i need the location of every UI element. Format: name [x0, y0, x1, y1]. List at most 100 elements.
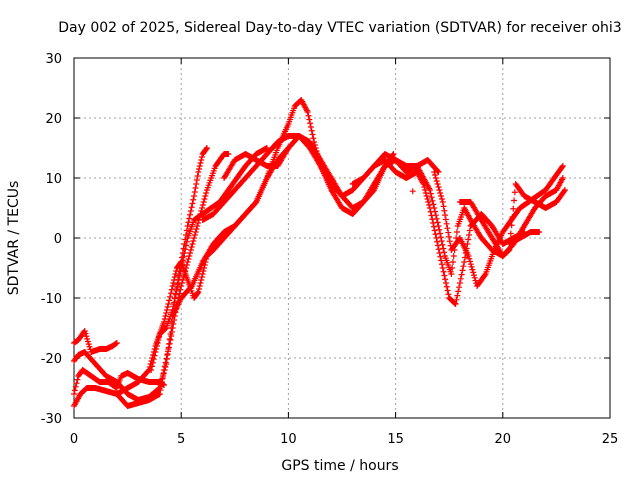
- data-point: [83, 333, 90, 340]
- data-point: [434, 168, 441, 175]
- data-point: [163, 310, 170, 316]
- data-point: [465, 236, 472, 243]
- x-tick-label: 0: [70, 432, 78, 447]
- data-point: [466, 255, 473, 262]
- data-point: [198, 274, 205, 280]
- data-point: [161, 319, 168, 325]
- data-point: [507, 230, 514, 237]
- y-tick-label: 10: [45, 172, 62, 187]
- data-point: [195, 169, 202, 175]
- data-point: [434, 181, 441, 187]
- data-point: [511, 197, 518, 204]
- data-point: [167, 337, 174, 343]
- data-point: [194, 223, 201, 229]
- data-point: [466, 227, 473, 234]
- data-point: [444, 287, 451, 294]
- data-point: [458, 271, 465, 278]
- data-point: [430, 223, 437, 230]
- data-point: [437, 190, 444, 196]
- data-point: [171, 274, 178, 280]
- x-tick-label: 10: [280, 432, 297, 447]
- data-point: [194, 173, 201, 179]
- data-points: [71, 97, 568, 409]
- data-point: [159, 375, 166, 381]
- series-arc-2: [71, 328, 120, 355]
- data-point: [191, 232, 198, 238]
- data-point: [309, 131, 316, 138]
- data-point: [202, 193, 209, 199]
- data-point: [168, 286, 175, 293]
- data-point: [187, 247, 194, 253]
- x-tick-label: 5: [177, 432, 185, 447]
- data-point: [456, 280, 463, 286]
- data-point: [170, 321, 177, 327]
- data-point: [432, 172, 439, 178]
- series-arc-11: [431, 163, 566, 289]
- data-point: [145, 367, 152, 374]
- data-point: [192, 229, 199, 235]
- data-point: [161, 367, 168, 373]
- data-point: [165, 344, 172, 351]
- data-point: [449, 265, 456, 271]
- data-point: [442, 216, 449, 223]
- data-point: [470, 272, 477, 279]
- data-point: [174, 284, 181, 291]
- data-point: [444, 225, 451, 232]
- chart-title: Day 002 of 2025, Sidereal Day-to-day VTE…: [58, 20, 621, 36]
- data-point: [443, 283, 450, 290]
- data-point: [81, 328, 88, 334]
- data-point: [156, 334, 163, 340]
- data-point: [171, 295, 178, 302]
- data-point: [443, 220, 450, 227]
- data-point: [452, 301, 459, 307]
- data-point: [158, 383, 165, 389]
- data-point: [481, 272, 488, 279]
- data-point: [162, 359, 169, 366]
- data-point: [467, 261, 474, 268]
- data-point: [445, 291, 452, 298]
- axis-ticks: [73, 57, 611, 419]
- data-point: [440, 268, 447, 275]
- data-point: [149, 359, 156, 366]
- data-point: [197, 160, 204, 166]
- data-point: [469, 266, 476, 273]
- data-point: [307, 124, 314, 130]
- data-point: [191, 235, 198, 241]
- data-point: [432, 175, 439, 181]
- data-point: [182, 246, 189, 253]
- data-point: [438, 196, 445, 202]
- data-point: [196, 286, 203, 292]
- data-point: [462, 254, 469, 261]
- data-point: [467, 258, 474, 265]
- data-point: [448, 271, 455, 277]
- data-point: [409, 188, 416, 195]
- data-point: [193, 226, 200, 232]
- y-tick-label: 30: [45, 52, 62, 67]
- data-point: [455, 288, 462, 295]
- data-point: [170, 280, 177, 286]
- data-point: [71, 391, 77, 397]
- data-point: [306, 116, 313, 123]
- data-point: [192, 185, 199, 191]
- data-point: [184, 259, 191, 265]
- data-point: [193, 177, 200, 183]
- data-point: [183, 262, 190, 268]
- data-point: [456, 284, 463, 291]
- data-point: [438, 261, 445, 268]
- data-point: [165, 348, 172, 355]
- data-point: [196, 166, 203, 172]
- data-point: [190, 196, 197, 203]
- grid-lines: [74, 58, 610, 418]
- data-point: [154, 340, 161, 346]
- data-point: [424, 196, 431, 202]
- data-point: [203, 146, 210, 152]
- data-point: [435, 223, 442, 229]
- data-point: [199, 202, 206, 208]
- data-point: [510, 205, 517, 212]
- data-point: [186, 253, 193, 259]
- data-point: [171, 277, 178, 283]
- data-point: [195, 289, 202, 295]
- data-point: [441, 249, 448, 256]
- data-point: [191, 189, 198, 195]
- data-point: [183, 242, 190, 249]
